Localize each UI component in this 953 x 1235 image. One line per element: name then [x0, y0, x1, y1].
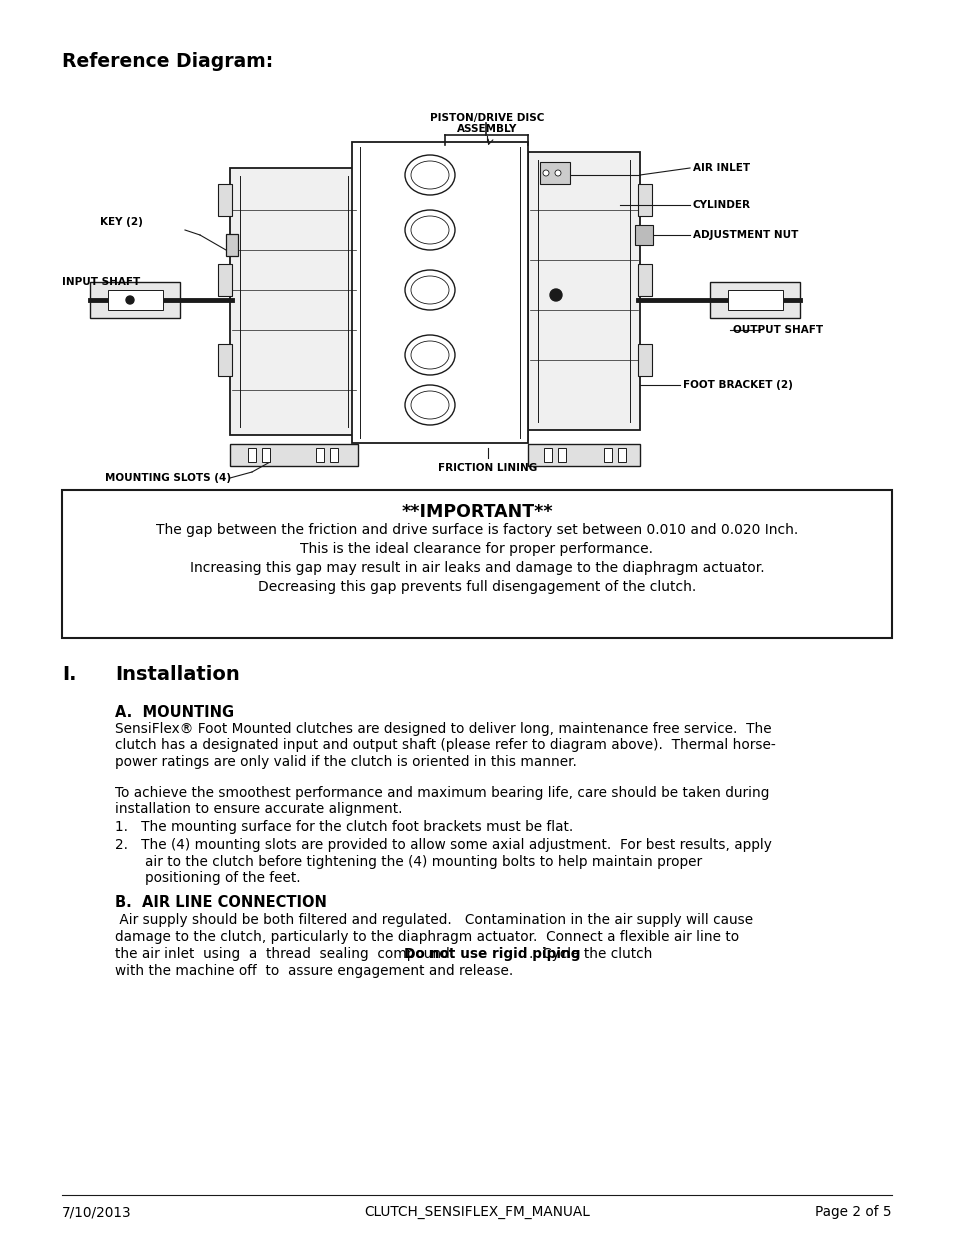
FancyBboxPatch shape	[62, 490, 891, 638]
Ellipse shape	[405, 210, 455, 249]
Text: CYLINDER: CYLINDER	[692, 200, 750, 210]
FancyBboxPatch shape	[635, 225, 652, 245]
Text: **IMPORTANT**: **IMPORTANT**	[401, 503, 552, 521]
FancyBboxPatch shape	[330, 448, 337, 462]
FancyBboxPatch shape	[315, 448, 324, 462]
Text: Decreasing this gap prevents full disengagement of the clutch.: Decreasing this gap prevents full diseng…	[257, 580, 696, 594]
FancyBboxPatch shape	[618, 448, 625, 462]
Text: This is the ideal clearance for proper performance.: This is the ideal clearance for proper p…	[300, 542, 653, 556]
Ellipse shape	[405, 156, 455, 195]
Text: Page 2 of 5: Page 2 of 5	[815, 1205, 891, 1219]
FancyBboxPatch shape	[727, 290, 782, 310]
Text: B.  AIR LINE CONNECTION: B. AIR LINE CONNECTION	[115, 895, 327, 910]
Text: INPUT SHAFT: INPUT SHAFT	[62, 277, 140, 287]
FancyBboxPatch shape	[352, 142, 527, 443]
FancyBboxPatch shape	[248, 448, 255, 462]
FancyBboxPatch shape	[218, 345, 232, 375]
Text: with the machine off  to  assure engagement and release.: with the machine off to assure engagemen…	[115, 965, 513, 978]
Text: installation to ensure accurate alignment.: installation to ensure accurate alignmen…	[115, 803, 402, 816]
Ellipse shape	[405, 270, 455, 310]
Text: ASSEMBLY: ASSEMBLY	[456, 124, 517, 135]
Text: FOOT BRACKET (2): FOOT BRACKET (2)	[682, 380, 792, 390]
Text: I.: I.	[62, 664, 76, 684]
FancyBboxPatch shape	[603, 448, 612, 462]
Text: PISTON/DRIVE DISC: PISTON/DRIVE DISC	[430, 112, 543, 124]
Text: Increasing this gap may result in air leaks and damage to the diaphragm actuator: Increasing this gap may result in air le…	[190, 561, 763, 576]
Text: KEY (2): KEY (2)	[100, 217, 143, 227]
Text: power ratings are only valid if the clutch is oriented in this manner.: power ratings are only valid if the clut…	[115, 755, 577, 769]
Text: Reference Diagram:: Reference Diagram:	[62, 52, 273, 70]
Text: AIR INLET: AIR INLET	[692, 163, 749, 173]
Text: 1.   The mounting surface for the clutch foot brackets must be flat.: 1. The mounting surface for the clutch f…	[115, 820, 573, 834]
Text: positioning of the feet.: positioning of the feet.	[145, 871, 300, 885]
Circle shape	[550, 289, 561, 301]
Text: air to the clutch before tightening the (4) mounting bolts to help maintain prop: air to the clutch before tightening the …	[145, 855, 701, 869]
FancyBboxPatch shape	[230, 168, 357, 435]
FancyBboxPatch shape	[90, 282, 180, 317]
FancyBboxPatch shape	[218, 264, 232, 296]
Text: 2.   The (4) mounting slots are provided to allow some axial adjustment.  For be: 2. The (4) mounting slots are provided t…	[115, 839, 771, 852]
FancyBboxPatch shape	[527, 152, 639, 430]
Circle shape	[542, 170, 548, 177]
Text: .  Cycle the clutch: . Cycle the clutch	[529, 947, 652, 961]
FancyBboxPatch shape	[218, 184, 232, 216]
Text: Installation: Installation	[115, 664, 239, 684]
FancyBboxPatch shape	[226, 233, 237, 256]
FancyBboxPatch shape	[108, 290, 163, 310]
Ellipse shape	[411, 216, 449, 245]
Text: CLUTCH_SENSIFLEX_FM_MANUAL: CLUTCH_SENSIFLEX_FM_MANUAL	[364, 1205, 589, 1219]
Ellipse shape	[411, 341, 449, 369]
FancyBboxPatch shape	[539, 162, 569, 184]
Text: FRICTION LINING: FRICTION LINING	[438, 463, 537, 473]
Ellipse shape	[405, 335, 455, 375]
Ellipse shape	[411, 391, 449, 419]
Text: SensiFlex® Foot Mounted clutches are designed to deliver long, maintenance free : SensiFlex® Foot Mounted clutches are des…	[115, 722, 771, 736]
FancyBboxPatch shape	[543, 448, 552, 462]
Text: damage to the clutch, particularly to the diaphragm actuator.  Connect a flexibl: damage to the clutch, particularly to th…	[115, 930, 739, 944]
Ellipse shape	[405, 385, 455, 425]
Text: MOUNTING SLOTS (4): MOUNTING SLOTS (4)	[105, 473, 231, 483]
FancyBboxPatch shape	[638, 345, 651, 375]
FancyBboxPatch shape	[527, 445, 639, 466]
FancyBboxPatch shape	[558, 448, 565, 462]
Text: A.  MOUNTING: A. MOUNTING	[115, 705, 233, 720]
FancyBboxPatch shape	[262, 448, 270, 462]
Text: Do not use rigid piping: Do not use rigid piping	[403, 947, 579, 961]
Circle shape	[555, 170, 560, 177]
Text: the air inlet  using  a  thread  sealing  compound.: the air inlet using a thread sealing com…	[115, 947, 462, 961]
Text: clutch has a designated input and output shaft (please refer to diagram above). : clutch has a designated input and output…	[115, 739, 775, 752]
Circle shape	[126, 296, 133, 304]
Text: Air supply should be both filtered and regulated.   Contamination in the air sup: Air supply should be both filtered and r…	[115, 913, 752, 927]
FancyBboxPatch shape	[230, 445, 357, 466]
Text: The gap between the friction and drive surface is factory set between 0.010 and : The gap between the friction and drive s…	[155, 522, 798, 537]
Text: OUTPUT SHAFT: OUTPUT SHAFT	[732, 325, 822, 335]
Ellipse shape	[411, 161, 449, 189]
Text: ADJUSTMENT NUT: ADJUSTMENT NUT	[692, 230, 798, 240]
FancyBboxPatch shape	[709, 282, 800, 317]
FancyBboxPatch shape	[638, 184, 651, 216]
Text: To achieve the smoothest performance and maximum bearing life, care should be ta: To achieve the smoothest performance and…	[115, 785, 768, 800]
Text: 7/10/2013: 7/10/2013	[62, 1205, 132, 1219]
Ellipse shape	[411, 275, 449, 304]
FancyBboxPatch shape	[638, 264, 651, 296]
